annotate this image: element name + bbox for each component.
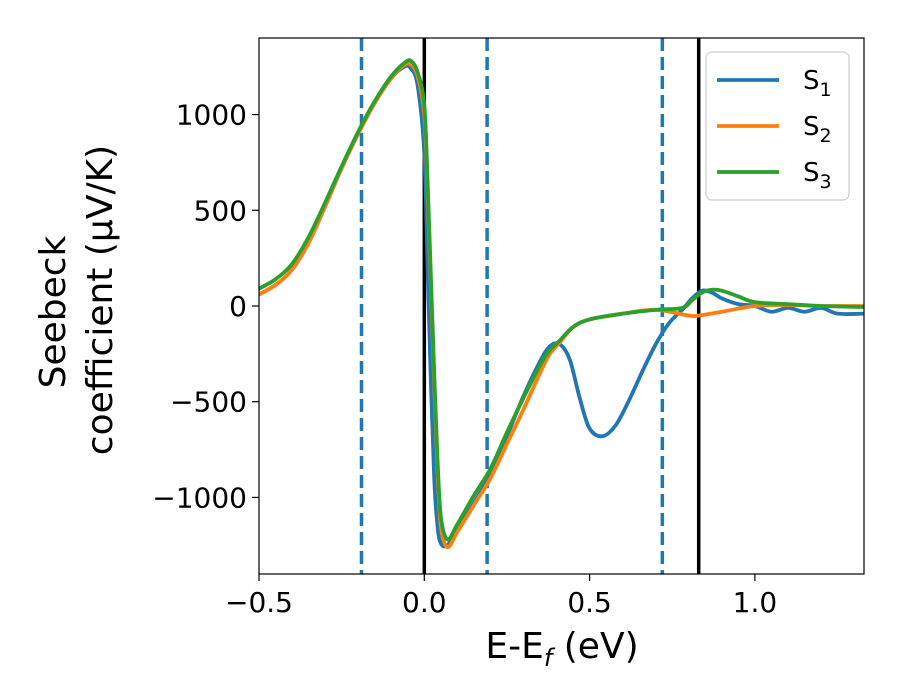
y-tick-label: 1000 xyxy=(176,99,247,132)
legend-label-s2: S2 xyxy=(803,112,832,147)
reference-lines xyxy=(359,38,701,574)
y-tick-label: −1000 xyxy=(152,481,247,514)
x-tick-label: 0.0 xyxy=(402,586,447,619)
x-axis-label: E-Ef (eV) xyxy=(485,626,638,672)
y-tick-label: 500 xyxy=(194,194,247,227)
y-axis-label-line1: Seebeck xyxy=(33,235,74,388)
series-layer xyxy=(259,58,864,550)
series-line-s3 xyxy=(259,58,864,542)
legend-label-s1: S1 xyxy=(803,66,832,101)
legend-label-s3: S3 xyxy=(803,158,832,193)
y-tick-label: −500 xyxy=(170,386,247,419)
x-tick-label: −0.5 xyxy=(225,586,293,619)
x-axis: −0.5 0.0 0.5 1.0 xyxy=(225,574,777,619)
x-tick-label: 1.0 xyxy=(733,586,778,619)
y-axis: −1000 −500 0 500 1000 xyxy=(152,99,259,514)
legend: S1 S2 S3 xyxy=(705,51,850,201)
y-tick-label: 0 xyxy=(229,290,247,323)
x-tick-label: 0.5 xyxy=(567,586,612,619)
y-axis-label-line2: coefficient (μV/K) xyxy=(80,145,121,455)
